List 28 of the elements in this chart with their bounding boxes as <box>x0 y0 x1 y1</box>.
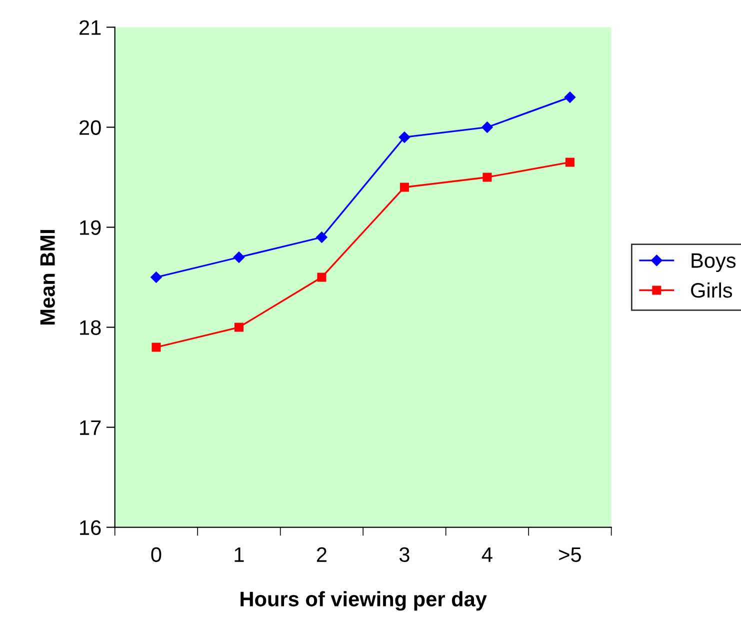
y-tick-label: 16 <box>80 520 101 536</box>
point <box>564 92 576 103</box>
point <box>316 232 328 243</box>
x-tick-label: >5 <box>559 548 581 562</box>
point <box>150 272 162 283</box>
y-tick-label: 19 <box>80 220 101 235</box>
x-tick-label: 0 <box>151 547 162 562</box>
point <box>317 272 326 282</box>
y-axis-title: Mean BMI <box>40 230 55 324</box>
point <box>565 158 574 167</box>
x-axis-title: Hours of viewing per day <box>240 591 487 611</box>
x-tick-label: 4 <box>482 548 492 562</box>
point <box>482 172 492 182</box>
point <box>398 132 410 143</box>
x-tick-label: 2 <box>316 547 326 562</box>
point <box>400 182 409 192</box>
x-tick-label: 3 <box>399 547 410 562</box>
y-tick-label: 21 <box>80 20 101 35</box>
y-tick-label: 18 <box>80 320 101 336</box>
point <box>233 252 245 263</box>
point <box>482 122 493 133</box>
legend-label: Boys <box>692 253 736 272</box>
x-tick-label: 1 <box>234 548 244 562</box>
point <box>152 342 161 352</box>
point <box>234 322 244 332</box>
legend-label: Girls <box>691 282 732 298</box>
y-tick-label: 17 <box>80 420 101 435</box>
y-tick-label: 20 <box>80 120 101 135</box>
